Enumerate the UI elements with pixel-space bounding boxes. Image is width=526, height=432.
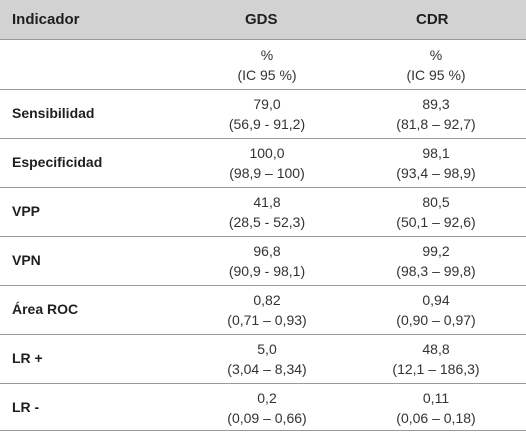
gds-cell: 96,8 (90,9 - 98,1) — [197, 236, 337, 285]
gds-cell: 5,0 (3,04 – 8,34) — [197, 334, 337, 383]
cdr-value: 98,1 — [422, 145, 450, 161]
table-bottom-rule — [0, 430, 526, 431]
gds-cell: % (IC 95 %) — [197, 40, 337, 89]
gds-cell: 100,0 (98,9 – 100) — [197, 138, 337, 187]
gds-ci: (28,5 - 52,3) — [228, 214, 306, 230]
cdr-cell: 99,2 (98,3 – 99,8) — [366, 236, 506, 285]
row-label: Sensibilidad — [12, 105, 95, 121]
row-label: VPP — [12, 203, 41, 219]
gds-cell: 0,2 (0,09 – 0,66) — [197, 383, 337, 432]
gds-value: 100,0 — [249, 145, 285, 161]
gds-ci: (90,9 - 98,1) — [228, 263, 306, 279]
cdr-ci: (81,8 – 92,7) — [396, 116, 476, 132]
gds-ci: (56,9 - 91,2) — [228, 116, 306, 132]
row-label: LR - — [12, 399, 40, 415]
gds-ci: (3,04 – 8,34) — [227, 361, 307, 377]
gds-value: % — [260, 47, 274, 63]
row-label: Especificidad — [12, 154, 103, 170]
table-header: Indicador GDS CDR — [0, 0, 526, 40]
table-row-vpn: VPN 96,8 (90,9 - 98,1) 99,2 (98,3 – 99,8… — [0, 236, 526, 286]
cdr-ci: (50,1 – 92,6) — [396, 214, 476, 230]
gds-value: 5,0 — [257, 341, 277, 357]
cdr-ci: (0,90 – 0,97) — [396, 312, 476, 328]
row-label: Área ROC — [12, 301, 79, 317]
cdr-value: % — [429, 47, 443, 63]
table-row-sensibilidad: Sensibilidad 79,0 (56,9 - 91,2) 89,3 (81… — [0, 89, 526, 139]
cdr-value: 0,94 — [422, 292, 450, 308]
table-row-area-roc: Área ROC 0,82 (0,71 – 0,93) 0,94 (0,90 –… — [0, 285, 526, 335]
cdr-ci: (IC 95 %) — [406, 67, 466, 83]
table-row-vpp: VPP 41,8 (28,5 - 52,3) 80,5 (50,1 – 92,6… — [0, 187, 526, 237]
gds-cell: 41,8 (28,5 - 52,3) — [197, 187, 337, 236]
table-row-lr-plus: LR + 5,0 (3,04 – 8,34) 48,8 (12,1 – 186,… — [0, 334, 526, 384]
cdr-ci: (93,4 – 98,9) — [396, 165, 476, 181]
gds-ci: (IC 95 %) — [237, 67, 297, 83]
header-gds: GDS — [245, 11, 278, 28]
gds-cell: 0,82 (0,71 – 0,93) — [197, 285, 337, 334]
cdr-cell: % (IC 95 %) — [366, 40, 506, 89]
row-label: VPN — [12, 252, 41, 268]
table-row-especificidad: Especificidad 100,0 (98,9 – 100) 98,1 (9… — [0, 138, 526, 188]
cdr-ci: (98,3 – 99,8) — [396, 263, 476, 279]
gds-ci: (0,09 – 0,66) — [227, 410, 307, 426]
gds-ci: (98,9 – 100) — [229, 165, 305, 181]
cdr-value: 89,3 — [422, 96, 450, 112]
row-label: LR + — [12, 350, 43, 366]
cdr-cell: 89,3 (81,8 – 92,7) — [366, 89, 506, 138]
gds-value: 0,82 — [253, 292, 281, 308]
cdr-ci: (12,1 – 186,3) — [392, 361, 480, 377]
cdr-value: 80,5 — [422, 194, 450, 210]
header-cdr: CDR — [416, 11, 449, 28]
gds-ci: (0,71 – 0,93) — [227, 312, 307, 328]
cdr-ci: (0,06 – 0,18) — [396, 410, 476, 426]
cdr-value: 99,2 — [422, 243, 450, 259]
cdr-cell: 0,94 (0,90 – 0,97) — [366, 285, 506, 334]
cdr-value: 0,11 — [422, 390, 450, 406]
cdr-cell: 98,1 (93,4 – 98,9) — [366, 138, 506, 187]
gds-value: 79,0 — [253, 96, 281, 112]
gds-value: 96,8 — [253, 243, 281, 259]
header-indicator: Indicador — [12, 11, 80, 28]
cdr-value: 48,8 — [422, 341, 450, 357]
table-row-lr-minus: LR - 0,2 (0,09 – 0,66) 0,11 (0,06 – 0,18… — [0, 383, 526, 432]
gds-value: 41,8 — [253, 194, 281, 210]
gds-value: 0,2 — [257, 390, 277, 406]
gds-cell: 79,0 (56,9 - 91,2) — [197, 89, 337, 138]
cdr-cell: 48,8 (12,1 – 186,3) — [366, 334, 506, 383]
table-row-units: % (IC 95 %) % (IC 95 %) — [0, 40, 526, 90]
cdr-cell: 0,11 (0,06 – 0,18) — [366, 383, 506, 432]
cdr-cell: 80,5 (50,1 – 92,6) — [366, 187, 506, 236]
